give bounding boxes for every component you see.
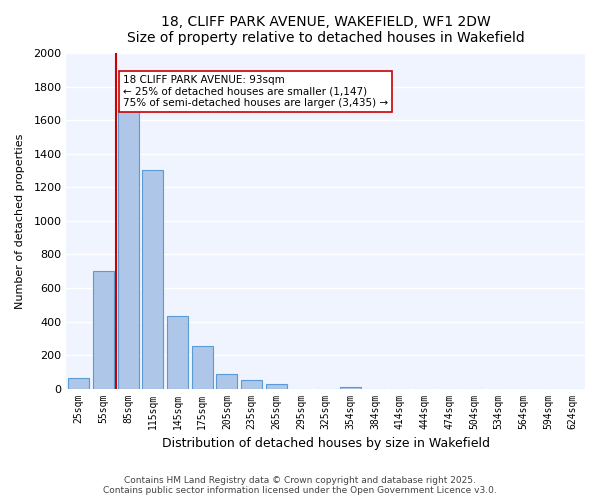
Bar [142, 170, 163, 388]
Title: 18, CLIFF PARK AVENUE, WAKEFIELD, WF1 2DW
Size of property relative to detached : 18, CLIFF PARK AVENUE, WAKEFIELD, WF1 2D… [127, 15, 524, 45]
Bar [118, 110, 139, 388]
Bar [167, 316, 188, 388]
Text: Contains HM Land Registry data © Crown copyright and database right 2025.
Contai: Contains HM Land Registry data © Crown c… [103, 476, 497, 495]
X-axis label: Distribution of detached houses by size in Wakefield: Distribution of detached houses by size … [161, 437, 490, 450]
Bar [217, 374, 238, 388]
Bar [340, 387, 361, 388]
Bar [191, 346, 212, 389]
Bar [93, 271, 114, 388]
Y-axis label: Number of detached properties: Number of detached properties [15, 133, 25, 308]
Bar [241, 380, 262, 388]
Bar [266, 384, 287, 388]
Text: 18 CLIFF PARK AVENUE: 93sqm
← 25% of detached houses are smaller (1,147)
75% of : 18 CLIFF PARK AVENUE: 93sqm ← 25% of det… [123, 75, 388, 108]
Bar [68, 378, 89, 388]
